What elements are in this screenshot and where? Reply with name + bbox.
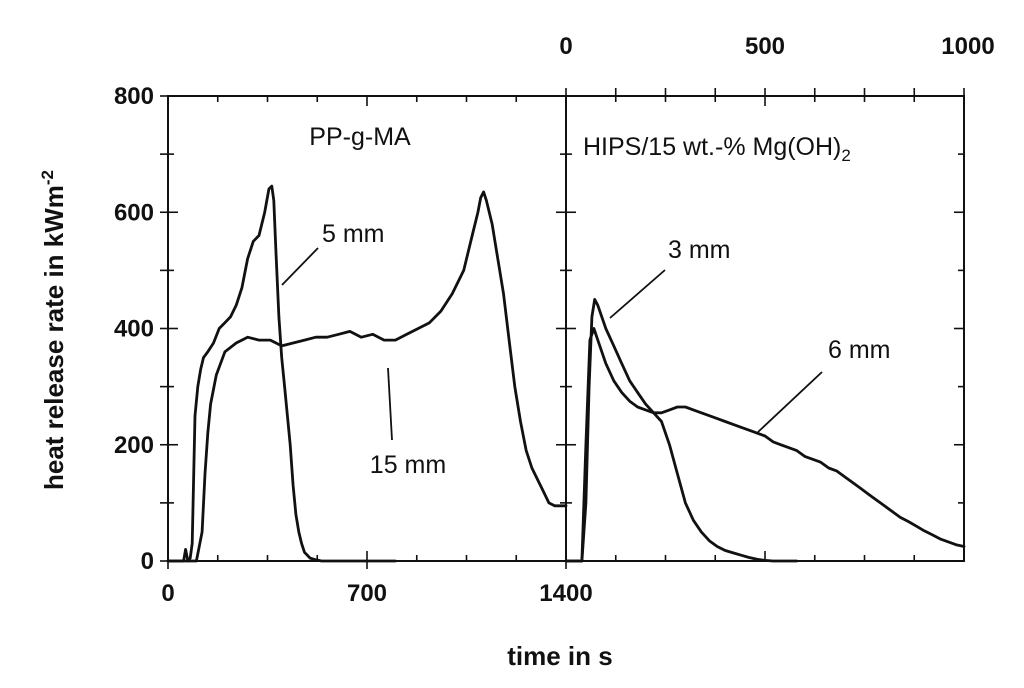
x-tick-label: 0 — [161, 580, 174, 607]
series-line-15-mm — [166, 190, 568, 563]
axis-tick-labels: 0 200 400 600 800 0 700 1400 0 500 1000 — [114, 33, 995, 607]
series-line-6-mm — [564, 327, 966, 563]
y-axis-label-main: heat release rate in kWm — [39, 185, 69, 490]
leader-line — [387, 367, 393, 441]
x-top-tick-label: 0 — [559, 33, 572, 60]
leader-line — [609, 269, 666, 319]
x-top-tick-label: 1000 — [941, 33, 994, 60]
y-tick-label: 600 — [114, 199, 154, 226]
series-line-5-mm — [166, 184, 397, 563]
series-line-3-mm — [564, 297, 799, 563]
x-top-tick-label: 500 — [745, 33, 785, 60]
curve-annotations: 5 mm 15 mm 3 mm 6 mm — [281, 220, 891, 479]
annotation-label: 5 mm — [322, 220, 385, 248]
y-tick-label: 200 — [114, 432, 154, 459]
y-axis-label-superscript: -2 — [38, 170, 57, 185]
right-panel-title-subscript: 2 — [841, 146, 850, 165]
y-tick-label: 800 — [114, 83, 154, 110]
x-axis-label: time in s — [507, 641, 612, 671]
y-tick-label: 400 — [114, 316, 154, 343]
right-panel-title: HIPS/15 wt.-% Mg(OH)2 — [583, 133, 851, 165]
x-tick-label: 700 — [347, 580, 387, 607]
x-tick-label: 1400 — [539, 580, 592, 607]
leader-line — [281, 247, 319, 286]
annotation-label: 3 mm — [668, 236, 731, 264]
left-panel-title: PP-g-MA — [309, 123, 411, 151]
annotation-label: 6 mm — [828, 336, 891, 364]
right-panel-title-main: HIPS/15 wt.-% Mg(OH) — [583, 133, 841, 161]
data-series — [166, 184, 966, 563]
y-tick-label: 0 — [141, 548, 154, 575]
leader-line — [757, 371, 823, 433]
y-axis-label: heat release rate in kWm-2 — [38, 170, 69, 490]
annotation-label: 15 mm — [370, 451, 446, 479]
right-panel-frame — [565, 95, 965, 562]
